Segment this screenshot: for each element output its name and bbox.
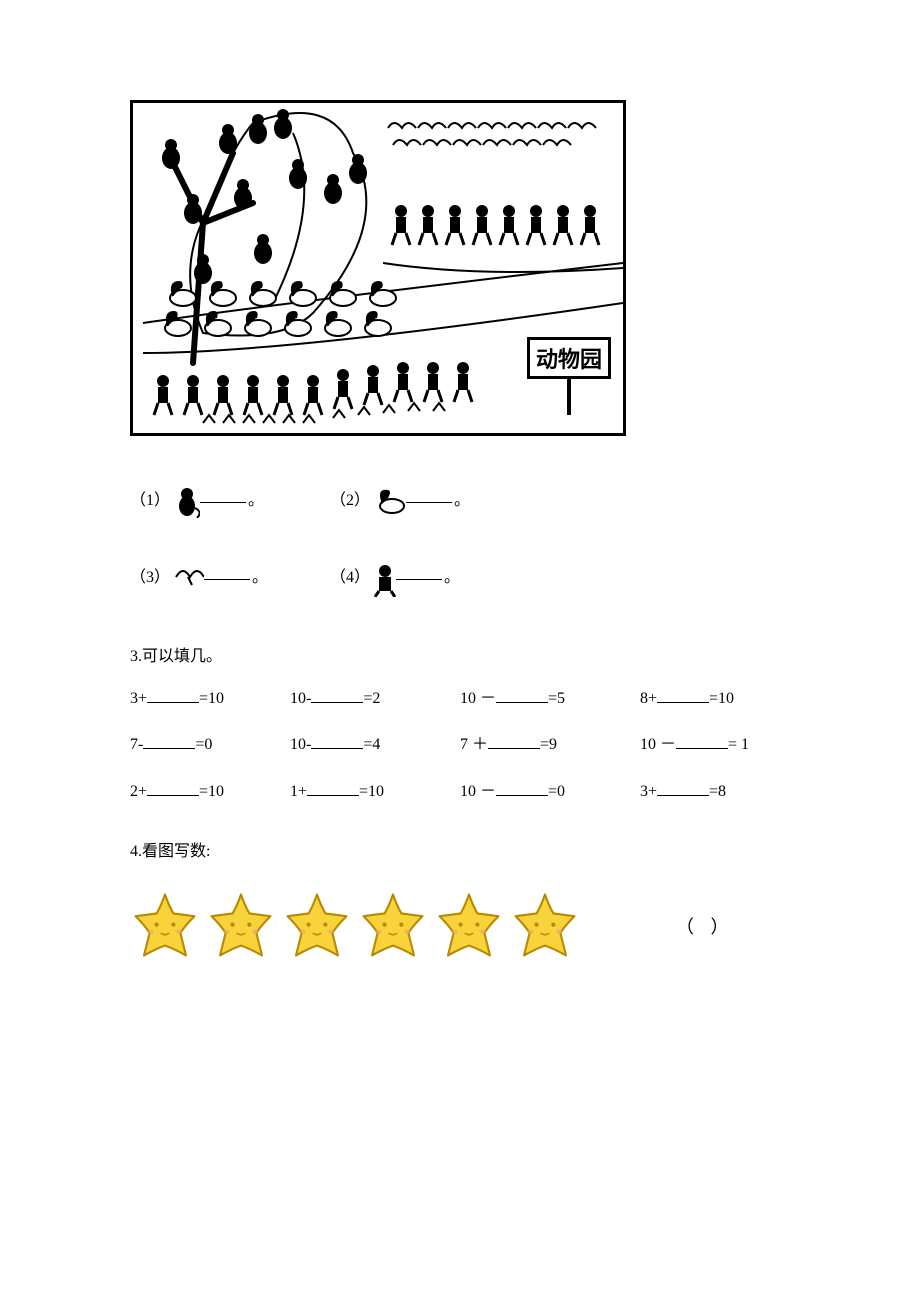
count-blank-3[interactable] <box>204 563 250 580</box>
equation: 10-=2 <box>290 684 450 714</box>
equation: 3+=8 <box>640 777 780 807</box>
count-blank-2[interactable] <box>406 486 452 503</box>
eq-blank[interactable] <box>143 732 195 749</box>
period: 。 <box>248 486 264 510</box>
period: 。 <box>444 563 460 587</box>
eq-row: 3+=10 10-=2 10 －=5 8+=10 <box>130 684 790 714</box>
monkey-icon <box>174 488 200 523</box>
stars-holder <box>130 891 586 961</box>
eq-blank[interactable] <box>657 779 709 796</box>
eq-blank[interactable] <box>307 779 359 796</box>
count-item-4: （4） 。 <box>330 563 530 602</box>
count-index-3: （3） <box>130 563 170 587</box>
child-icon <box>374 565 396 602</box>
count-index-4: （4） <box>330 563 370 587</box>
star-icon <box>206 891 276 961</box>
star-icon <box>130 891 200 961</box>
equation-block: 3+=10 10-=2 10 －=5 8+=10 7-=0 10-=4 7 ＋=9 10 －=… <box>130 684 790 807</box>
count-grid: （1） 。 （2） 。 （3） <box>130 486 790 602</box>
eq-blank[interactable] <box>147 686 199 703</box>
section4-title: 4.看图写数: <box>130 837 790 861</box>
period: 。 <box>252 563 268 587</box>
equation: 3+=10 <box>130 684 280 714</box>
period: 。 <box>454 486 470 510</box>
count-item-2: （2） 。 <box>330 486 530 523</box>
zoo-sign: 动物园 <box>527 337 611 415</box>
equation: 10-=4 <box>290 730 450 760</box>
equation: 1+=10 <box>290 777 450 807</box>
equation: 10 －= 1 <box>640 730 780 760</box>
eq-blank[interactable] <box>496 686 548 703</box>
eq-row: 7-=0 10-=4 7 ＋=9 10 －= 1 <box>130 730 790 760</box>
section3-title: 3.可以填几。 <box>130 642 790 666</box>
eq-blank[interactable] <box>311 686 363 703</box>
equation: 7 ＋=9 <box>460 730 630 760</box>
equation: 7-=0 <box>130 730 280 760</box>
zoo-sign-label: 动物园 <box>527 337 611 379</box>
eq-blank[interactable] <box>488 732 540 749</box>
equation: 10 －=5 <box>460 684 630 714</box>
swan-icon <box>374 488 406 519</box>
count-index-1: （1） <box>130 486 170 510</box>
zoo-scene: 动物园 <box>130 100 626 436</box>
star-icon <box>282 891 352 961</box>
count-item-3: （3） 。 <box>130 563 330 602</box>
equation: 8+=10 <box>640 684 780 714</box>
eq-blank[interactable] <box>657 686 709 703</box>
star-icon <box>510 891 580 961</box>
count-blank-1[interactable] <box>200 486 246 503</box>
eq-row: 2+=10 1+=10 10 －=0 3+=8 <box>130 777 790 807</box>
dove-icon <box>174 565 204 592</box>
star-icon <box>358 891 428 961</box>
count-index-2: （2） <box>330 486 370 510</box>
count-blank-4[interactable] <box>396 563 442 580</box>
stars-row: （ ） <box>130 891 790 961</box>
eq-blank[interactable] <box>496 779 548 796</box>
count-item-1: （1） 。 <box>130 486 330 523</box>
sign-pole <box>567 379 571 415</box>
eq-blank[interactable] <box>311 732 363 749</box>
equation: 10 －=0 <box>460 777 630 807</box>
equation: 2+=10 <box>130 777 280 807</box>
answer-paren[interactable]: （ ） <box>676 913 735 939</box>
eq-blank[interactable] <box>676 732 728 749</box>
star-icon <box>434 891 504 961</box>
eq-blank[interactable] <box>147 779 199 796</box>
